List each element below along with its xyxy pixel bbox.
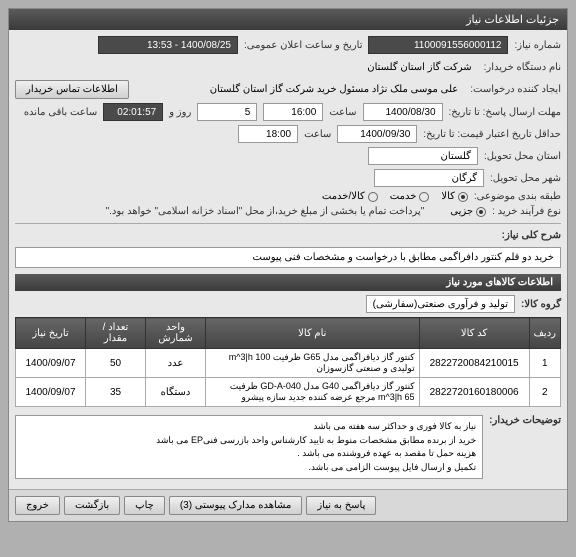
city-value: گرگان [374,169,484,187]
subject-radio-group: کالا خدمت کالا/خدمت [322,191,468,202]
footer-buttons: پاسخ به نیاز مشاهده مدارک پیوستی (3) چاپ… [9,489,567,521]
validity-time: 18:00 [238,125,298,143]
validity-time-label: ساعت [304,129,331,140]
deadline-date: 1400/08/30 [363,103,443,121]
province-value: گلستان [368,147,478,165]
window-titlebar: جزئیات اطلاعات نیاز [9,9,567,30]
window-title: جزئیات اطلاعات نیاز [466,14,559,26]
note-line: نیاز به کالا فوری و حداکثر سه هفته می با… [22,420,476,434]
buyer-org-value: شرکت گاز استان گلستان [361,58,477,76]
back-button[interactable]: بازگشت [64,496,120,515]
table-cell: 35 [86,378,146,407]
col-qty: تعداد / مقدار [86,318,146,349]
subject-both-label: کالا/خدمت [322,191,365,202]
days-and-label: روز و [169,107,191,118]
subject-goods-label: کالا [441,191,455,202]
contact-buyer-button[interactable]: اطلاعات تماس خریدار [15,80,129,99]
process-partial-label: جزیی [450,206,473,217]
announce-value: 1400/08/25 - 13:53 [98,36,238,54]
countdown-timer: 02:01:57 [103,103,163,121]
subject-class-label: طبقه بندی موضوعی: [474,191,561,202]
col-code: کد کالا [419,318,529,349]
radio-icon [368,192,378,202]
creator-value: علی موسی ملک نژاد مسئول خرید شرکت گاز اس… [135,81,464,99]
process-note: "پرداخت تمام یا بخشی از مبلغ خرید،از محل… [106,206,425,217]
deadline-label: مهلت ارسال پاسخ: تا تاریخ: [449,107,561,118]
table-cell: 2 [529,378,560,407]
buyer-org-label: نام دستگاه خریدار: [484,62,561,73]
creator-label: ایجاد کننده درخواست: [470,84,561,95]
table-cell: 1400/09/07 [16,378,86,407]
process-label: نوع فرآیند خرید : [492,206,561,217]
note-line: هزینه حمل تا مقصد به عهده فروشنده می باش… [22,447,476,461]
table-cell: 2822720160180006 [419,378,529,407]
table-row[interactable]: 12822720084210015کنتور گاز دیافراگمی مدل… [16,349,561,378]
table-cell: دستگاه [146,378,206,407]
table-cell: 50 [86,349,146,378]
request-no-value: 1100091556000112 [368,36,508,54]
process-partial-radio[interactable]: جزیی [450,206,486,217]
col-date: تاریخ نیاز [16,318,86,349]
radio-checked-icon [476,207,486,217]
subject-service-radio[interactable]: خدمت [390,191,430,202]
desc-text: خرید دو قلم کنتور دافراگمی مطابق با درخو… [15,247,561,268]
group-value: تولید و فرآوری صنعتی(سفارشی) [366,295,515,313]
table-header-row: ردیف کد کالا نام کالا واحد شمارش تعداد /… [16,318,561,349]
table-cell: کنتور گاز دیافراگمی G40 مدل GD-A-040 ظرف… [206,378,420,407]
goods-section-header: اطلاعات کالاهای مورد نیاز [15,274,561,291]
table-cell: کنتور گاز دیافراگمی مدل G65 ظرفیت m^3|h … [206,349,420,378]
subject-goods-radio[interactable]: کالا [441,191,468,202]
validity-label: حداقل تاریخ اعتبار قیمت: تا تاریخ: [423,129,561,140]
desc-label: شرح کلی نیاز: [502,230,561,241]
validity-date: 1400/09/30 [337,125,417,143]
request-no-label: شماره نیاز: [514,40,561,51]
attachments-button[interactable]: مشاهده مدارک پیوستی (3) [169,496,303,515]
note-line: تکمیل و ارسال فایل پیوست الزامی می باشد. [22,461,476,475]
table-cell: 1400/09/07 [16,349,86,378]
subject-service-label: خدمت [390,191,417,202]
group-label: گروه کالا: [521,299,561,310]
goods-table: ردیف کد کالا نام کالا واحد شمارش تعداد /… [15,317,561,407]
print-button[interactable]: چاپ [124,496,165,515]
announce-label: تاریخ و ساعت اعلان عمومی: [244,40,363,51]
col-unit: واحد شمارش [146,318,206,349]
deadline-time: 16:00 [263,103,323,121]
table-cell: 2822720084210015 [419,349,529,378]
respond-button[interactable]: پاسخ به نیاز [306,496,376,515]
notes-label: توضیحات خریدار: [489,415,561,426]
city-label: شهر محل تحویل: [490,173,561,184]
radio-checked-icon [458,192,468,202]
buyer-notes: نیاز به کالا فوری و حداکثر سه هفته می با… [15,415,483,479]
table-cell: 1 [529,349,560,378]
content-area: شماره نیاز: 1100091556000112 تاریخ و ساع… [9,30,567,489]
radio-icon [419,192,429,202]
remain-label: ساعت باقی مانده [24,107,97,118]
table-cell: عدد [146,349,206,378]
exit-button[interactable]: خروج [15,496,60,515]
request-details-window: جزئیات اطلاعات نیاز شماره نیاز: 11000915… [8,8,568,522]
note-line: خرید از برنده مطابق مشخصات منوط به تایید… [22,434,476,448]
subject-both-radio[interactable]: کالا/خدمت [322,191,378,202]
province-label: استان محل تحویل: [484,151,561,162]
col-row: ردیف [529,318,560,349]
deadline-time-label: ساعت [329,107,356,118]
table-row[interactable]: 22822720160180006کنتور گاز دیافراگمی G40… [16,378,561,407]
days-left: 5 [197,103,257,121]
col-name: نام کالا [206,318,420,349]
